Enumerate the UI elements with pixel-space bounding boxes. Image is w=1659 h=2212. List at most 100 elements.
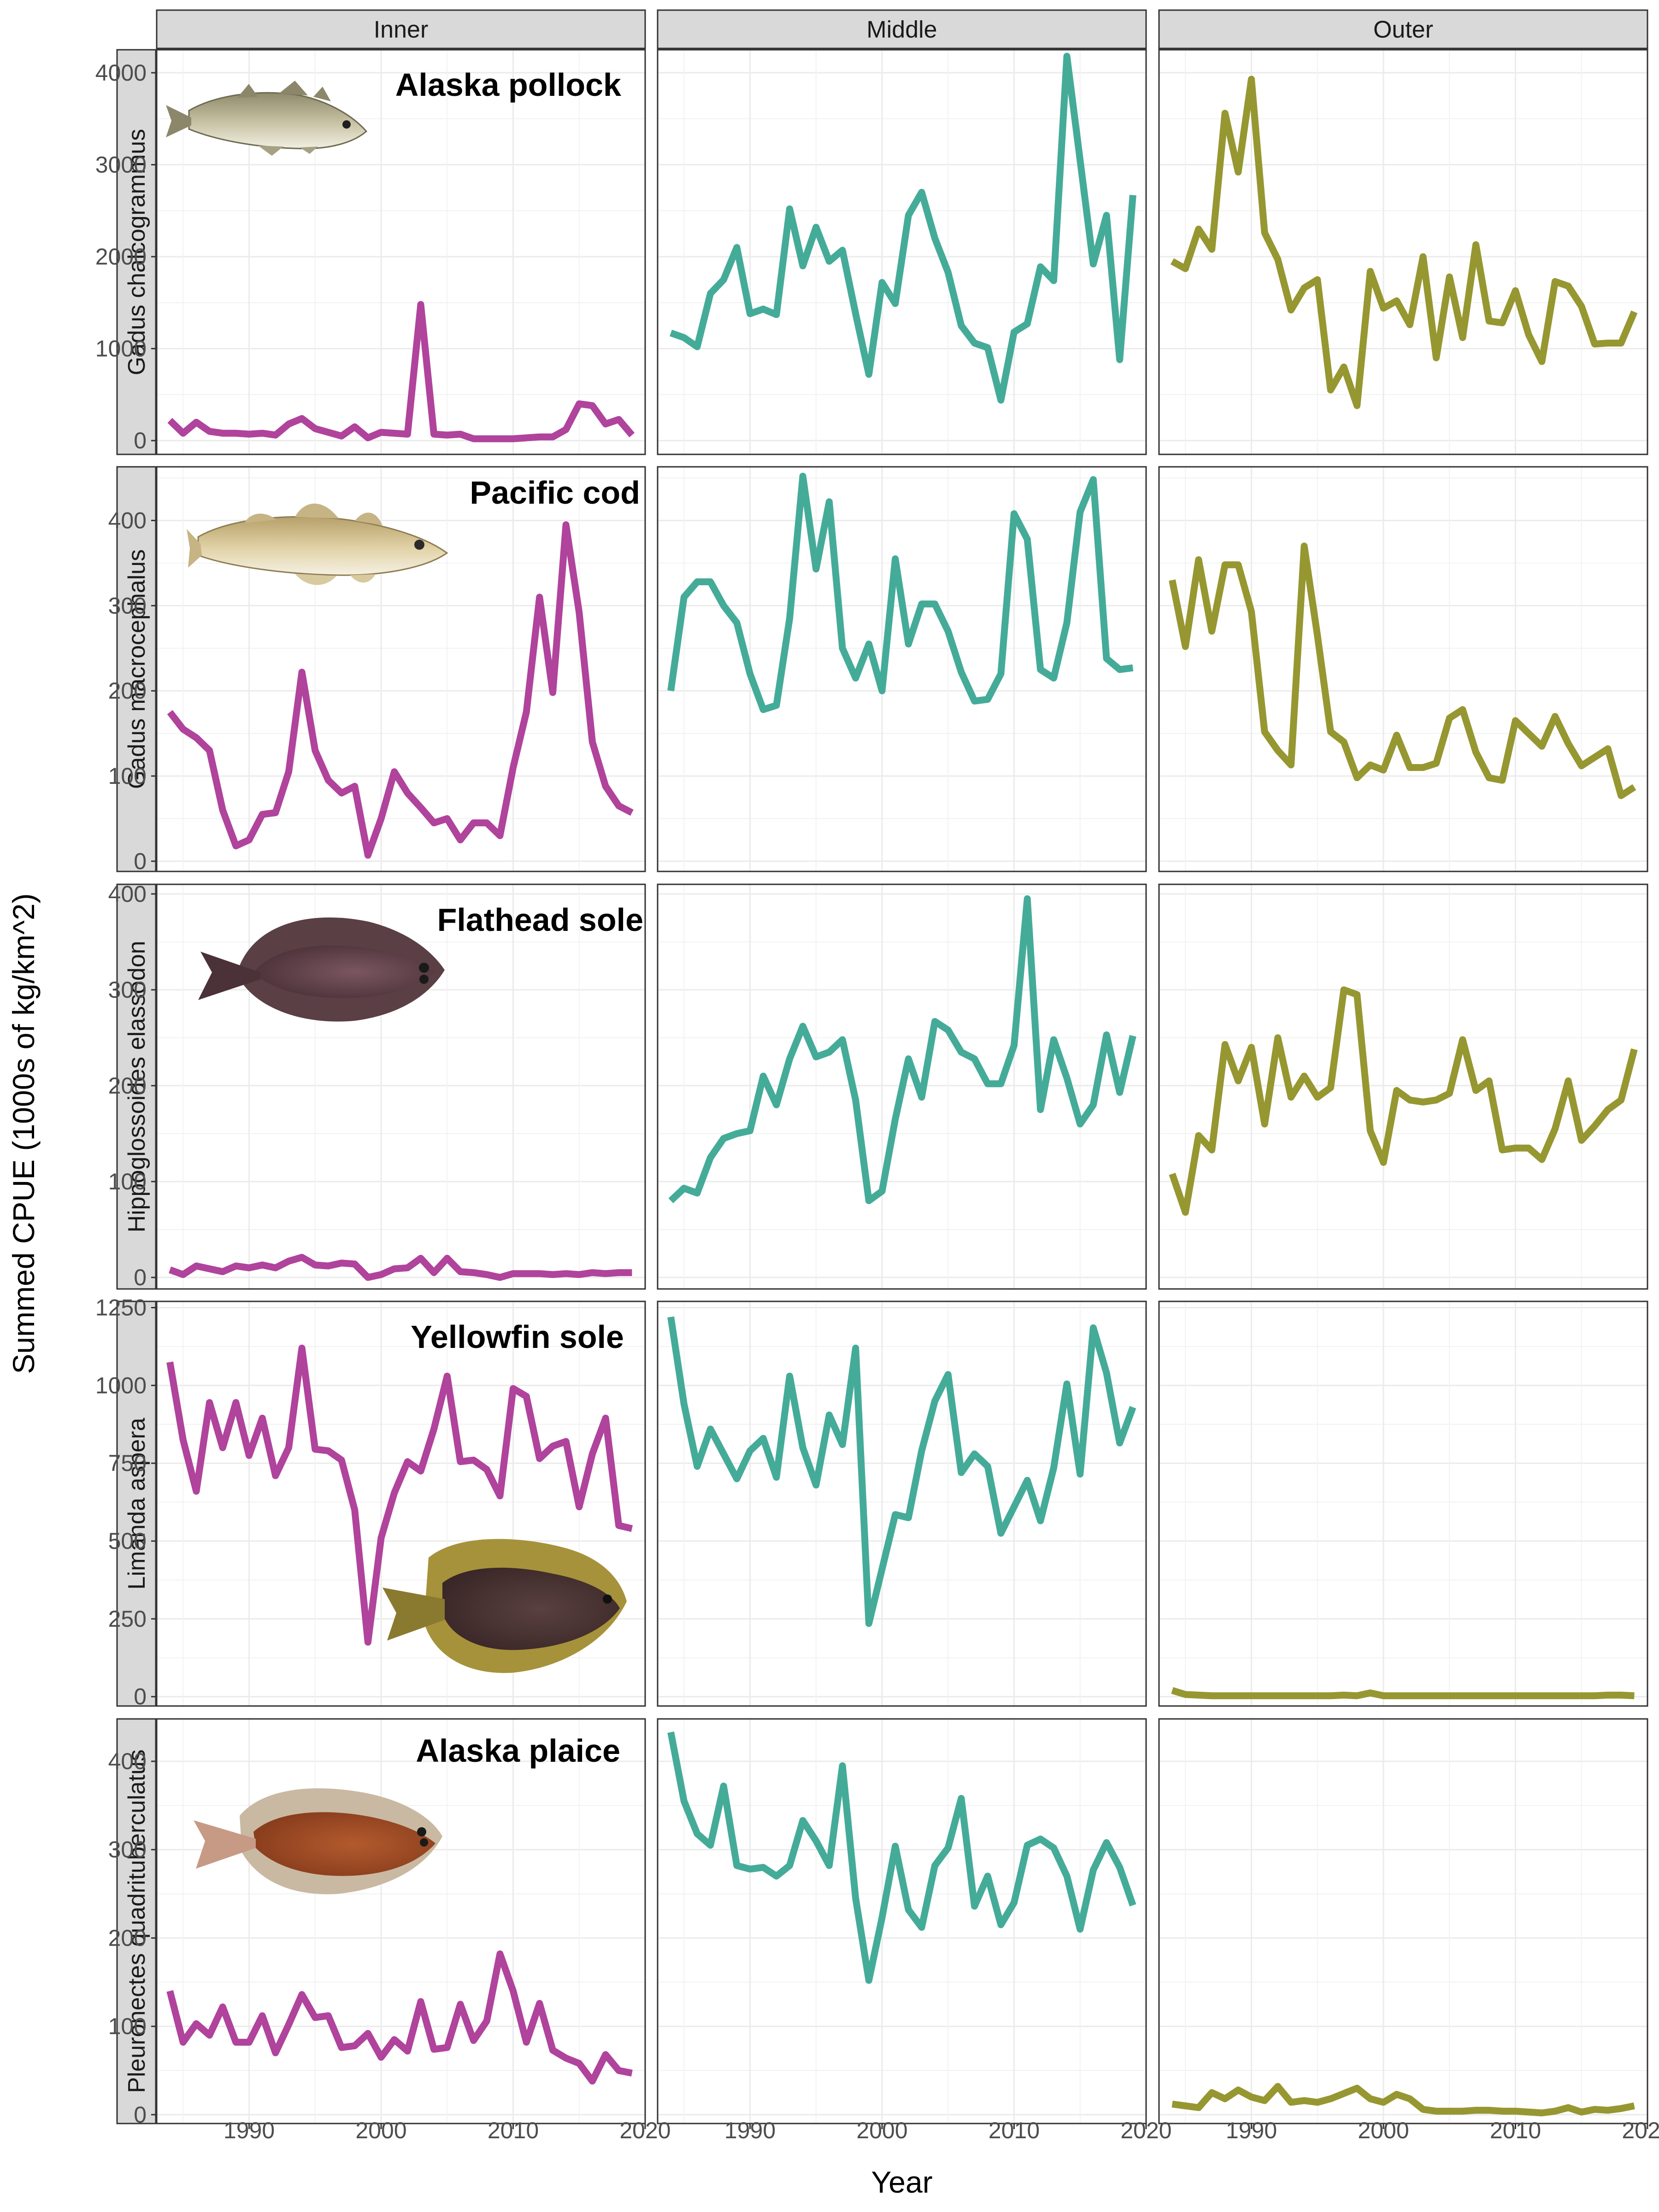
panel-hippoglossoides-elassodon-outer	[1159, 884, 1647, 1289]
y-tick-label: 1000	[95, 336, 147, 362]
y-tick-label: 0	[134, 848, 147, 874]
x-tick-label: 2020	[1120, 2118, 1171, 2143]
panel-border	[657, 466, 1147, 872]
eye	[419, 963, 429, 973]
y-tick-label: 1000	[95, 1372, 147, 1398]
series-alaska-plaice-inner	[166, 1950, 633, 2085]
eye	[420, 1838, 428, 1847]
panel-border	[1158, 883, 1648, 1290]
panel-borders	[116, 9, 1648, 2129]
series-yellowfin-sole-middle	[667, 1316, 1136, 1627]
y-tick-label: 0	[134, 428, 147, 453]
cod-illustration	[187, 503, 448, 585]
strip-hippoglossoides-elassodon	[116, 883, 157, 1290]
body	[197, 516, 448, 576]
y-tick-label: 0	[134, 2102, 147, 2128]
strip-label-gadus-chalcogrammus: Gadus chalcogrammus	[124, 129, 150, 376]
y-tick-label: 400	[108, 507, 147, 533]
series-pacific-cod-middle	[667, 472, 1134, 713]
pollock-illustration	[166, 81, 368, 156]
y-tick-label: 300	[108, 977, 147, 1003]
series-alaska-pollock-inner	[167, 301, 635, 442]
panel-border	[1158, 466, 1648, 872]
series-pacific-cod-outer	[1169, 542, 1636, 799]
strip-label-inner: Inner	[374, 17, 429, 43]
panel-border	[1158, 49, 1648, 455]
x-tick-label: 2010	[488, 2118, 539, 2143]
y-tick-label: 500	[108, 1528, 147, 1554]
eye	[603, 1594, 612, 1604]
panel-pleuronectes-quadrituberculatus-middle	[658, 1719, 1146, 2124]
body	[442, 1567, 620, 1650]
x-tick-label: 2000	[856, 2118, 907, 2143]
y-tick-label: 400	[108, 1748, 147, 1774]
panel-border	[156, 1300, 646, 1707]
x-tick-label: 2020	[619, 2118, 671, 2143]
series-alaska-plaice-outer	[1171, 2083, 1635, 2117]
y-tick-label: 1250	[95, 1295, 147, 1321]
strip-label-limanda-aspera: Limanda aspera	[124, 1418, 150, 1589]
y-tick-label: 0	[134, 1684, 147, 1710]
y-tick-label: 4000	[95, 60, 147, 86]
x-tick-label: 2000	[355, 2118, 406, 2143]
y-tick-label: 100	[108, 763, 147, 789]
series-alaska-pollock-outer	[1170, 76, 1638, 409]
strip-gadus-macrocephalus	[116, 466, 157, 872]
species-label-pacific-cod: Pacific cod	[470, 475, 640, 511]
eye	[342, 120, 351, 129]
y-tick-label: 3000	[95, 152, 147, 177]
panel-border	[156, 49, 646, 455]
strip-outer	[1158, 9, 1648, 49]
panel-border	[657, 883, 1147, 1290]
panel-gadus-chalcogrammus-outer	[1159, 50, 1647, 454]
strip-gadus-chalcogrammus	[116, 49, 157, 455]
strip-label-pleuronectes-quadrituberculatus: Pleuronectes quadrituberculatus	[124, 1749, 150, 2093]
x-tick-label: 1990	[1226, 2118, 1277, 2143]
dorsal-fins	[237, 81, 331, 101]
species-label-alaska-plaice: Alaska plaice	[416, 1733, 620, 1769]
species-label-flathead-sole: Flathead sole	[437, 902, 643, 938]
panel-gadus-macrocephalus-middle	[658, 467, 1146, 871]
y-tick-label: 100	[108, 1169, 147, 1194]
tail	[187, 529, 202, 568]
tail	[382, 1588, 445, 1641]
tail	[194, 1820, 256, 1869]
y-tick-label: 200	[108, 678, 147, 704]
strip-label-middle: Middle	[866, 17, 937, 43]
panel-border	[657, 1718, 1147, 2124]
data-series	[166, 53, 1638, 2117]
strip-label-hippoglossoides-elassodon: Hippoglossoides elassodon	[124, 941, 150, 1232]
series-pacific-cod-inner	[167, 521, 634, 859]
series-alaska-pollock-middle	[670, 53, 1136, 404]
panel-border	[156, 1718, 646, 2124]
strip-inner	[156, 9, 646, 49]
dorsal-fins	[244, 503, 382, 525]
y-tick-label: 200	[108, 1073, 147, 1099]
yellowfin-illustration	[382, 1539, 627, 1673]
anal-fins	[258, 146, 318, 156]
x-tick-label: 2010	[1490, 2118, 1541, 2143]
series-flathead-sole-middle	[668, 895, 1136, 1205]
y-tick-label: 0	[134, 1265, 147, 1290]
series-yellowfin-sole-outer	[1171, 1687, 1635, 1700]
panel-gadus-macrocephalus-outer	[1159, 467, 1647, 871]
y-tick-label: 750	[108, 1450, 147, 1476]
series-alaska-plaice-middle	[667, 1731, 1136, 1984]
tail	[166, 105, 191, 137]
y-axis-title: Summed CPUE (1000s of kg/km^2)	[6, 893, 41, 1374]
strip-middle	[657, 9, 1147, 49]
x-tick-label: 1990	[224, 2118, 275, 2143]
strip-label-outer: Outer	[1373, 17, 1433, 43]
y-tick-label: 200	[108, 1925, 147, 1951]
eye	[419, 975, 429, 984]
species-label-yellowfin-sole: Yellowfin sole	[411, 1319, 624, 1355]
plaice-illustration	[194, 1788, 442, 1894]
panel-border	[657, 49, 1147, 455]
y-tick-label: 100	[108, 2013, 147, 2039]
y-tick-label: 400	[108, 881, 147, 907]
strip-label-gadus-macrocephalus: Gadus macrocephalus	[124, 549, 150, 789]
x-tick-label: 2000	[1358, 2118, 1409, 2143]
panel-limanda-aspera-middle	[658, 1301, 1146, 1706]
series-yellowfin-sole-inner	[166, 1344, 633, 1646]
